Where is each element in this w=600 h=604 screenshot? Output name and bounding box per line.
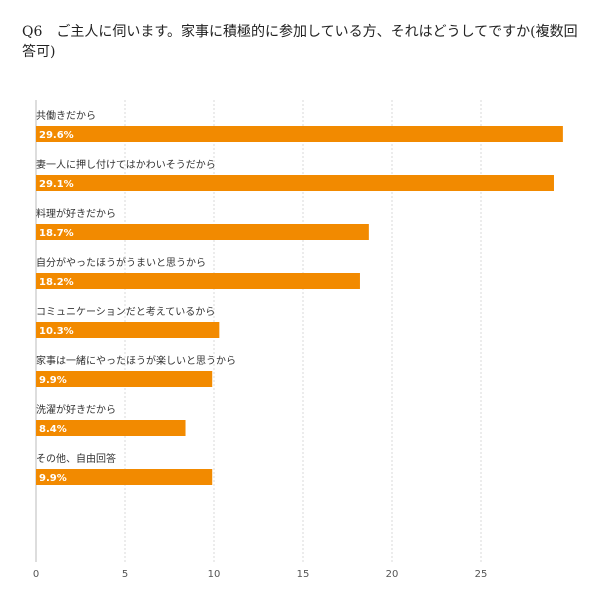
bar bbox=[36, 371, 213, 387]
bar bbox=[36, 175, 554, 191]
chart-title: Q6 ご主人に伺います。家事に積極的に参加している方、それはどうしてですか(複数… bbox=[22, 24, 578, 60]
x-tick-label: 15 bbox=[297, 569, 310, 580]
bar bbox=[36, 322, 220, 338]
x-tick-label: 20 bbox=[386, 569, 399, 580]
category-label: 料理が好きだから bbox=[36, 207, 116, 220]
value-label: 10.3% bbox=[39, 326, 74, 337]
category-label: コミュニケーションだと考えているから bbox=[36, 306, 215, 318]
bar bbox=[36, 420, 186, 436]
bar bbox=[36, 469, 213, 485]
bar bbox=[36, 273, 360, 289]
bar bbox=[36, 224, 369, 240]
x-tick-label: 10 bbox=[208, 569, 221, 580]
x-tick-label: 25 bbox=[475, 569, 488, 580]
category-label: 妻一人に押し付けてはかわいそうだから bbox=[36, 158, 216, 171]
x-tick-label: 0 bbox=[33, 569, 39, 580]
value-label: 9.9% bbox=[39, 473, 67, 484]
x-tick-label: 5 bbox=[122, 569, 128, 580]
category-label: 家事は一緒にやったほうが楽しいと思うから bbox=[36, 354, 236, 367]
category-label: その他、自由回答 bbox=[36, 452, 116, 465]
category-label: 共働きだから bbox=[36, 109, 96, 122]
category-label: 自分がやったほうがうまいと思うから bbox=[36, 256, 206, 269]
category-label: 洗濯が好きだから bbox=[36, 403, 116, 416]
bar bbox=[36, 126, 563, 142]
value-label: 18.2% bbox=[39, 277, 74, 288]
value-label: 29.6% bbox=[39, 130, 74, 141]
value-label: 8.4% bbox=[39, 424, 67, 435]
value-label: 9.9% bbox=[39, 375, 67, 386]
value-label: 29.1% bbox=[39, 179, 74, 190]
value-label: 18.7% bbox=[39, 228, 74, 239]
